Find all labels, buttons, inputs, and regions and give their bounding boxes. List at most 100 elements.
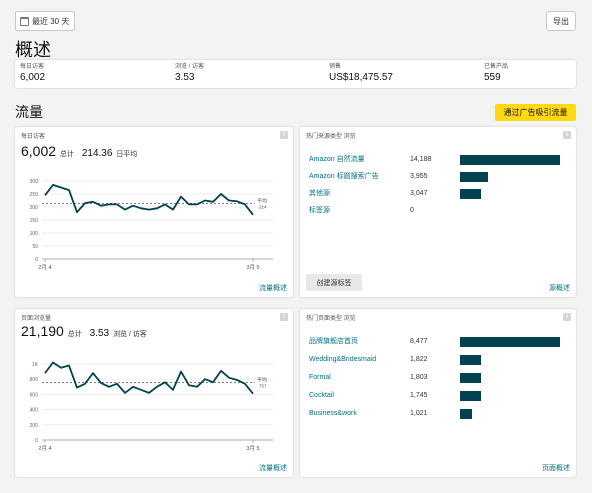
x-tick-label: 3月 5	[246, 445, 259, 452]
avg-value: 214.36	[81, 148, 113, 159]
avg-value: 3.53	[89, 328, 110, 339]
source-label[interactable]: Amazon 自然流量	[309, 156, 365, 163]
y-tick-label: 600	[30, 392, 39, 398]
visitors-card: 每日访客 i 6,002 总计 214.36 日平均 0 50 100 150 200 2…	[15, 127, 293, 297]
y-tick-label: 200	[30, 423, 39, 429]
metric-views-per-visitor: 浏览 / 访客 3.53	[175, 63, 204, 84]
page-bar	[460, 355, 482, 365]
metric-visitors: 每日访客 6,002	[20, 63, 45, 84]
card-title: 每日访客	[21, 134, 46, 140]
toolbar: 最近 30 天 导出	[15, 11, 576, 31]
avg-suffix: 日平均	[116, 151, 138, 158]
source-label[interactable]: Amazon 标题搜索广告	[309, 173, 379, 180]
y-tick-label: 800	[30, 377, 39, 383]
metric-value: US$18,475.57	[329, 72, 393, 83]
total-value: 21,190	[21, 323, 64, 339]
y-tick-label: 150	[30, 218, 39, 224]
page-label[interactable]: 品牌旗舰店首页	[309, 338, 358, 345]
series-line	[44, 184, 254, 216]
average-label: 平均	[257, 197, 267, 204]
y-tick-label: 100	[30, 231, 39, 237]
card-title: 热门来源类型 浏览	[306, 134, 356, 140]
total-suffix: 总计	[67, 331, 82, 338]
info-icon[interactable]: i	[280, 313, 288, 321]
traffic-title: 流量	[15, 104, 43, 120]
visitors-total: 6,002 总计 214.36 日平均	[21, 143, 137, 159]
page-row: Business&work 1,021	[309, 408, 569, 420]
page-value: 8,477	[410, 338, 428, 345]
source-value: 3,047	[410, 190, 428, 197]
source-bar	[460, 189, 482, 199]
date-range-label: 最近 30 天	[32, 16, 70, 26]
series-line	[44, 361, 254, 395]
page-bar	[460, 409, 473, 419]
y-tick-label: 0	[35, 257, 38, 263]
traffic-overview-link[interactable]: 流量概述	[259, 465, 287, 472]
page-value: 1,745	[410, 392, 428, 399]
metric-value: 3.53	[175, 72, 195, 83]
overview-title: 概述	[15, 40, 51, 60]
info-icon[interactable]: i	[280, 131, 288, 139]
source-value: 3,955	[410, 173, 428, 180]
y-tick-label: 300	[30, 179, 39, 185]
page-label[interactable]: Business&work	[309, 410, 357, 417]
sources-card: 热门来源类型 浏览 i Amazon 自然流量 14,188 Amazon 标题…	[300, 127, 576, 297]
source-row: 标签源 0	[309, 205, 569, 217]
page-label[interactable]: Cocktail	[309, 392, 334, 399]
source-value: 0	[410, 207, 414, 214]
create-source-tag-button[interactable]: 创建源标签	[306, 274, 362, 291]
y-tick-label: 250	[30, 192, 39, 198]
export-button[interactable]: 导出	[546, 11, 576, 31]
x-tick-label: 2月 4	[38, 264, 51, 271]
source-bar	[460, 155, 560, 165]
page-bar	[460, 391, 481, 401]
info-icon[interactable]: i	[563, 131, 571, 139]
source-label[interactable]: 标签源	[309, 207, 330, 214]
metric-label: 销售	[329, 64, 342, 70]
average-value: 214	[259, 204, 267, 209]
metric-value: 559	[484, 72, 501, 83]
page-value: 1,822	[410, 356, 428, 363]
y-tick-label: 50	[32, 244, 38, 250]
card-title: 页面浏览量	[21, 316, 52, 322]
page-row: Formal 1,803	[309, 372, 569, 384]
page-row: Wedding&Bridesmaid 1,822	[309, 354, 569, 366]
source-value: 14,188	[410, 156, 432, 163]
average-label: 平均	[257, 376, 267, 383]
page-row: Cocktail 1,745	[309, 390, 569, 402]
drive-traffic-button[interactable]: 通过广告吸引流量	[495, 104, 576, 121]
source-label[interactable]: 其他源	[309, 190, 330, 197]
source-overview-link[interactable]: 源概述	[549, 285, 570, 292]
metric-label: 浏览 / 访客	[175, 64, 205, 70]
page-label[interactable]: Wedding&Bridesmaid	[309, 356, 377, 363]
date-range-button[interactable]: 最近 30 天	[15, 11, 76, 31]
x-tick-label: 3月 5	[246, 264, 259, 271]
avg-suffix: 浏览 / 访客	[112, 331, 147, 338]
source-row: 其他源 3,047	[309, 188, 569, 200]
page-overview-link[interactable]: 页面概述	[542, 465, 570, 472]
summary-bar: 每日访客 6,002 浏览 / 访客 3.53 销售 US$18,475.57 …	[15, 60, 576, 88]
calendar-icon	[20, 16, 29, 26]
info-icon[interactable]: i	[563, 313, 571, 321]
traffic-overview-link[interactable]: 流量概述	[259, 285, 287, 292]
metric-units-sold: 已售产品 559	[484, 63, 508, 84]
source-row: Amazon 标题搜索广告 3,955	[309, 171, 569, 183]
page-label[interactable]: Formal	[309, 374, 331, 381]
metric-label: 每日访客	[20, 64, 45, 70]
metric-label: 已售产品	[484, 64, 509, 70]
card-title: 热门页面类型 浏览	[306, 316, 356, 322]
metric-value: 6,002	[20, 72, 46, 83]
total-value: 6,002	[21, 143, 57, 159]
average-value: 757	[259, 383, 267, 388]
source-bar	[460, 172, 488, 182]
x-tick-label: 2月 4	[38, 445, 51, 452]
views-total: 21,190 总计 3.53 浏览 / 访客	[21, 323, 147, 339]
y-tick-label: 1K	[32, 362, 39, 368]
page-views-card: 页面浏览量 i 21,190 总计 3.53 浏览 / 访客 0 200 400 60…	[15, 309, 293, 477]
y-tick-label: 0	[35, 438, 38, 444]
source-row: Amazon 自然流量 14,188	[309, 154, 569, 166]
page-value: 1,021	[410, 410, 428, 417]
page-value: 1,803	[410, 374, 428, 381]
